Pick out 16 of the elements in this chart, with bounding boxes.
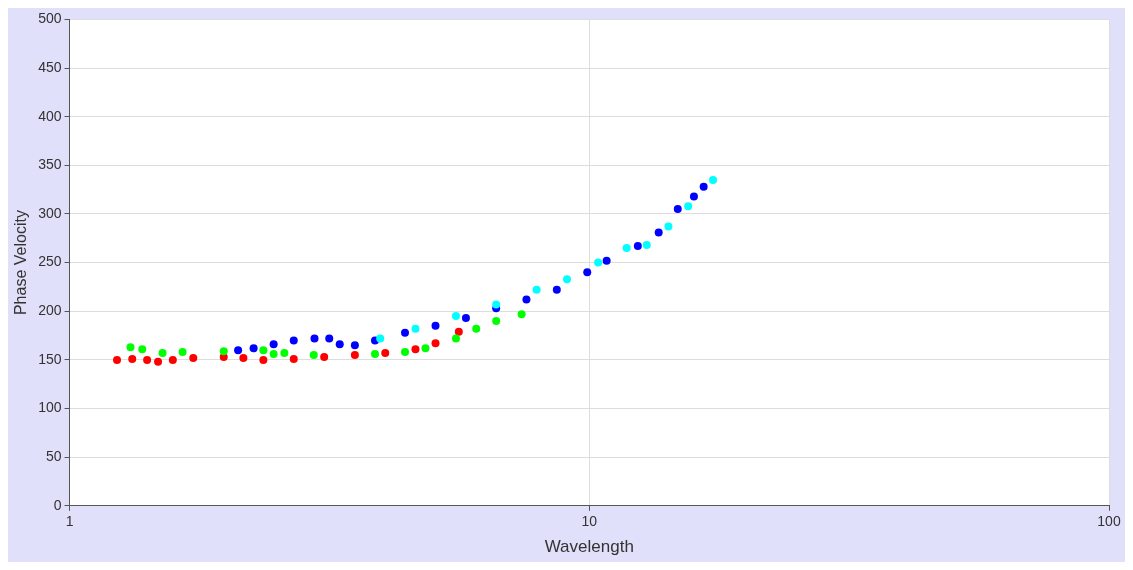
y-axis-title: Phase Velocity: [12, 210, 30, 316]
y-tick-label: 400: [38, 107, 62, 124]
x-axis-title: Wavelength: [544, 537, 634, 557]
y-tick-label: 450: [38, 58, 62, 75]
y-tick-label: 150: [38, 350, 62, 367]
y-tick-label: 350: [38, 156, 62, 173]
y-tick-label: 200: [38, 302, 62, 319]
x-tick-label: 10: [581, 513, 598, 530]
y-tick-label: 250: [38, 253, 62, 270]
x-tick-label: 100: [1097, 513, 1121, 530]
x-tick-label: 1: [65, 513, 74, 530]
y-tick-label: 0: [53, 496, 62, 513]
y-tick-label: 300: [38, 204, 62, 221]
y-tick-label: 50: [45, 448, 62, 465]
y-tick-label: 100: [38, 399, 62, 416]
y-tick-label: 500: [38, 10, 62, 27]
